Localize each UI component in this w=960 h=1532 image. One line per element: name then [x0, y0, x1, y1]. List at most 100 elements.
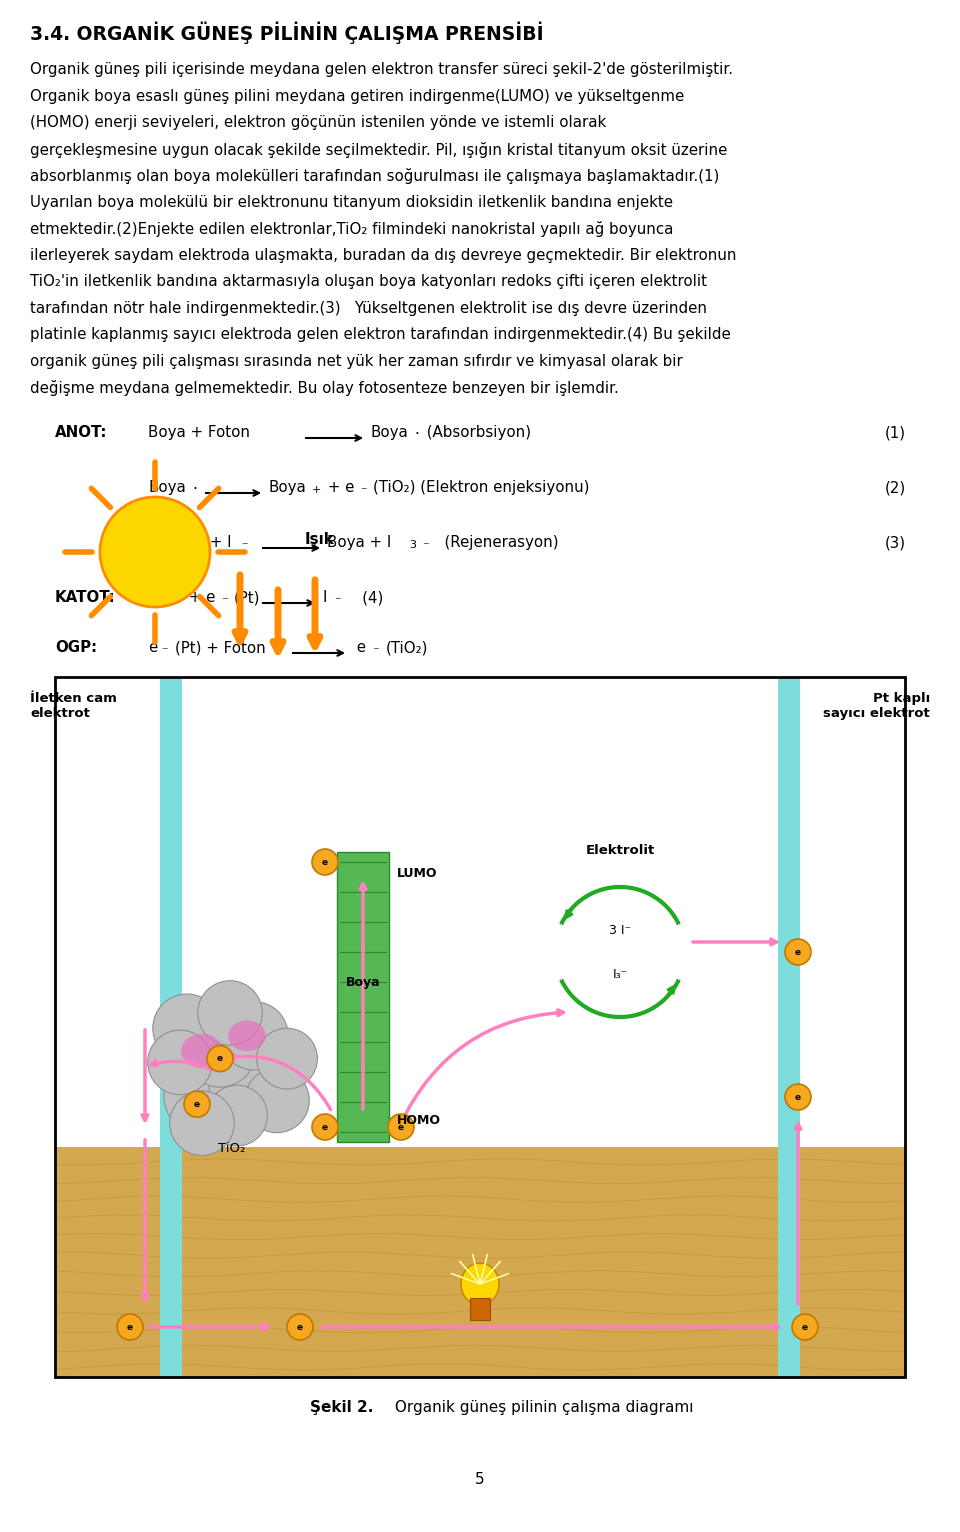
Text: HOMO: HOMO [397, 1114, 441, 1128]
Text: Boya + Foton: Boya + Foton [148, 424, 250, 440]
Text: ilerleyerek saydam elektroda ulaşmakta, buradan da dış devreye geçmektedir. Bir : ilerleyerek saydam elektroda ulaşmakta, … [30, 248, 736, 262]
Text: absorblanmış olan boya molekülleri tarafından soğurulması ile çalışmaya başlamak: absorblanmış olan boya molekülleri taraf… [30, 169, 719, 184]
Text: Boya + I: Boya + I [327, 535, 392, 550]
Circle shape [209, 1048, 285, 1123]
Text: ·: · [414, 427, 419, 443]
Circle shape [792, 1314, 818, 1340]
Text: ⁻: ⁻ [334, 594, 341, 608]
Circle shape [148, 1030, 212, 1095]
Text: TiO₂'in iletkenlik bandına aktarmasıyla oluşan boya katyonları redoks çifti içer: TiO₂'in iletkenlik bandına aktarmasıyla … [30, 274, 707, 290]
FancyBboxPatch shape [470, 1298, 490, 1321]
Text: e: e [322, 1123, 328, 1132]
Text: 3 I⁻: 3 I⁻ [609, 924, 631, 936]
Text: e: e [322, 858, 328, 867]
Text: platinle kaplanmış sayıcı elektroda gelen elektron tarafından indirgenmektedir.(: platinle kaplanmış sayıcı elektroda gele… [30, 326, 731, 342]
Circle shape [312, 849, 338, 875]
Text: +: + [312, 486, 322, 495]
Text: (1): (1) [885, 424, 906, 440]
Text: İletken cam
elektrot: İletken cam elektrot [30, 692, 117, 720]
Text: e: e [127, 1322, 133, 1331]
Circle shape [164, 1059, 240, 1135]
Circle shape [117, 1314, 143, 1340]
Text: değişme meydana gelmemektedir. Bu olay fotosenteze benzeyen bir işlemdir.: değişme meydana gelmemektedir. Bu olay f… [30, 380, 619, 395]
Circle shape [184, 1014, 256, 1088]
FancyBboxPatch shape [337, 852, 389, 1141]
Text: (2): (2) [885, 480, 906, 495]
Circle shape [207, 1046, 233, 1071]
Text: (Pt): (Pt) [234, 590, 260, 605]
Text: Işık: Işık [305, 532, 335, 547]
Text: e: e [802, 1322, 808, 1331]
Text: 5: 5 [475, 1472, 485, 1488]
Text: Boya: Boya [268, 480, 305, 495]
Text: e: e [795, 1092, 801, 1102]
Text: Boya: Boya [370, 424, 408, 440]
Text: e: e [148, 640, 157, 656]
Text: LUMO: LUMO [397, 867, 438, 879]
Text: ANOT:: ANOT: [55, 424, 108, 440]
Ellipse shape [228, 1020, 266, 1051]
Text: gerçekleşmesine uygun olacak şekilde seçilmektedir. Pil, ışığın kristal titanyum: gerçekleşmesine uygun olacak şekilde seç… [30, 141, 728, 158]
Text: (4): (4) [348, 590, 383, 605]
FancyBboxPatch shape [55, 677, 905, 1147]
Text: tarafından nötr hale indirgenmektedir.(3)   Yükseltgenen elektrolit ise dış devr: tarafından nötr hale indirgenmektedir.(3… [30, 300, 707, 316]
Text: Şekil 2.: Şekil 2. [310, 1400, 373, 1416]
Text: etmektedir.(2)Enjekte edilen elektronlar,TiO₂ filmindeki nanokristal yapılı ağ b: etmektedir.(2)Enjekte edilen elektronlar… [30, 221, 673, 237]
Circle shape [100, 496, 210, 607]
Text: (HOMO) enerji seviyeleri, elektron göçünün istenilen yönde ve istemli olarak: (HOMO) enerji seviyeleri, elektron göçün… [30, 115, 607, 130]
Text: ⁻: ⁻ [360, 486, 367, 498]
Circle shape [198, 980, 262, 1045]
Text: ⁻: ⁻ [161, 645, 168, 659]
Text: Elektrolit: Elektrolit [586, 844, 655, 856]
Text: + e: + e [184, 590, 215, 605]
Circle shape [287, 1314, 313, 1340]
Text: TiO₂: TiO₂ [218, 1141, 246, 1155]
Text: ⁻: ⁻ [422, 539, 428, 553]
Circle shape [312, 1114, 338, 1140]
Circle shape [184, 1091, 210, 1117]
Circle shape [256, 1028, 318, 1089]
Text: 3: 3 [159, 594, 166, 605]
Text: OGP:: OGP: [55, 640, 97, 656]
Circle shape [388, 1114, 414, 1140]
Text: Boya: Boya [346, 976, 380, 988]
Ellipse shape [181, 1034, 223, 1068]
FancyBboxPatch shape [160, 677, 182, 1377]
Text: Boya: Boya [148, 535, 185, 550]
Text: e: e [217, 1054, 223, 1063]
Text: ⁻: ⁻ [221, 594, 228, 608]
Text: e: e [297, 1322, 303, 1331]
Text: Pt kaplı
sayıcı elektrot: Pt kaplı sayıcı elektrot [824, 692, 930, 720]
Text: Organik boya esaslı güneş pilini meydana getiren indirgenme(LUMO) ve yükseltgenm: Organik boya esaslı güneş pilini meydana… [30, 89, 684, 104]
Text: Organik güneş pili içerisinde meydana gelen elektron transfer süreci şekil-2'de : Organik güneş pili içerisinde meydana ge… [30, 61, 733, 77]
Circle shape [785, 939, 811, 965]
Ellipse shape [461, 1262, 499, 1305]
Text: + e: + e [323, 480, 354, 495]
Text: (Absorbsiyon): (Absorbsiyon) [422, 424, 531, 440]
Circle shape [206, 1085, 268, 1146]
Text: ⁻: ⁻ [241, 539, 248, 553]
FancyBboxPatch shape [55, 1147, 905, 1377]
Text: (TiO₂): (TiO₂) [386, 640, 428, 656]
Text: I: I [322, 590, 326, 605]
Text: e: e [398, 1123, 404, 1132]
Text: e: e [352, 640, 366, 656]
Text: 3.4. ORGANİK GÜNEŞ PİLİNİN ÇALIŞMA PRENSİBİ: 3.4. ORGANİK GÜNEŞ PİLİNİN ÇALIŞMA PRENS… [30, 21, 543, 44]
Text: +: + [192, 539, 202, 550]
Text: 3: 3 [409, 539, 416, 550]
Text: ⁻: ⁻ [372, 645, 378, 659]
FancyBboxPatch shape [778, 677, 800, 1377]
Circle shape [170, 1091, 234, 1155]
Text: (3): (3) [885, 535, 906, 550]
Text: organik güneş pili çalışması sırasında net yük her zaman sıfırdır ve kimyasal ol: organik güneş pili çalışması sırasında n… [30, 354, 683, 369]
Text: (Pt) + Foton: (Pt) + Foton [175, 640, 266, 656]
Text: (Rejenerasyon): (Rejenerasyon) [435, 535, 559, 550]
Text: Boya: Boya [148, 480, 185, 495]
Text: I: I [148, 590, 153, 605]
Text: e: e [795, 947, 801, 956]
Circle shape [153, 994, 221, 1062]
Text: ⁻: ⁻ [170, 594, 177, 608]
Circle shape [220, 1002, 288, 1069]
Text: Uyarılan boya molekülü bir elektronunu titanyum dioksidin iletkenlik bandına enj: Uyarılan boya molekülü bir elektronunu t… [30, 195, 673, 210]
Circle shape [785, 1085, 811, 1111]
